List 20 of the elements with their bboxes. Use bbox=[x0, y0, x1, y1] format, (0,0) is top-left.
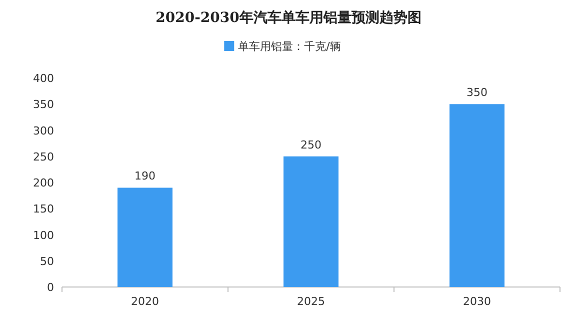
y-tick-label: 50 bbox=[40, 254, 54, 268]
y-tick-label: 250 bbox=[33, 150, 54, 164]
y-tick-label: 400 bbox=[33, 72, 54, 85]
y-tick-label: 200 bbox=[33, 176, 54, 190]
bar bbox=[450, 104, 504, 287]
x-tick-label: 2020 bbox=[131, 295, 159, 308]
y-tick-label: 150 bbox=[33, 202, 54, 216]
chart-title: 2020-2030年汽车单车用铝量预测趋势图 bbox=[156, 9, 422, 26]
bar bbox=[284, 156, 338, 287]
data-label: 250 bbox=[300, 138, 322, 152]
x-tick-label: 2030 bbox=[463, 295, 491, 308]
data-label: 350 bbox=[466, 86, 488, 100]
data-label: 190 bbox=[134, 170, 156, 183]
y-tick-label: 100 bbox=[33, 228, 54, 242]
x-tick-label: 2025 bbox=[297, 295, 325, 308]
y-tick-label: 350 bbox=[33, 98, 54, 112]
y-tick-label: 0 bbox=[47, 281, 54, 294]
bar bbox=[118, 188, 172, 287]
legend-label: 单车用铝量：千克/辆 bbox=[238, 40, 341, 53]
y-tick-label: 300 bbox=[33, 124, 54, 138]
